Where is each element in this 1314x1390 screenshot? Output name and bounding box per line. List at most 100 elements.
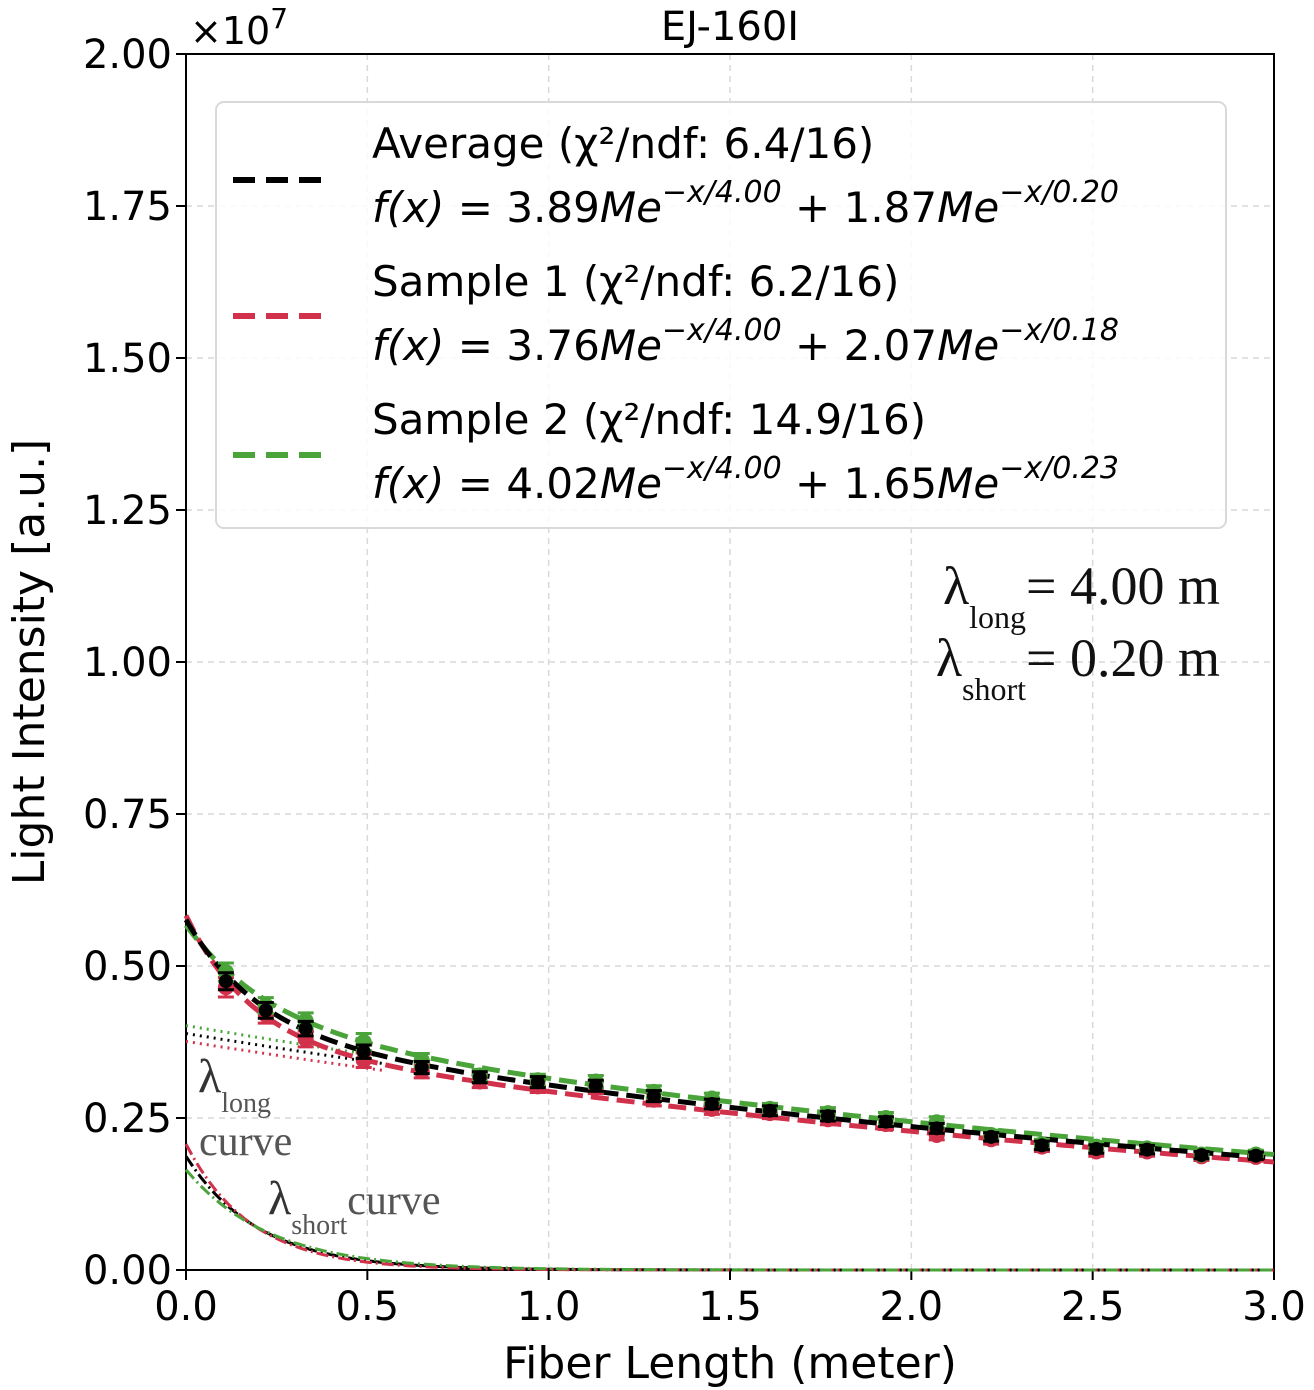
data-point-average <box>218 974 233 989</box>
lambda-short-subscript: short <box>962 671 1026 707</box>
component-curves <box>184 1024 1274 1272</box>
formula-exp2: −x/0.20 <box>999 175 1119 210</box>
data-point-average <box>588 1078 603 1093</box>
lambda-long-value: = 4.00 m <box>1026 556 1220 616</box>
long-component-average <box>185 1032 386 1066</box>
x-axis-label: Fiber Length (meter) <box>503 1338 957 1389</box>
formula-unit2: Me <box>937 321 999 370</box>
legend-formula-average: f(x) = 3.89Me−x/4.00 + 1.87Me−x/0.20 <box>372 175 1119 232</box>
long-curve-label-word: curve <box>199 1119 292 1165</box>
y-axis: 0.00 0.25 0.50 0.75 1.00 1.25 1.50 1.75 2.00 <box>83 32 186 1294</box>
data-point-average <box>1089 1142 1104 1157</box>
formula-exp2: −x/0.18 <box>999 313 1119 348</box>
data-point-average <box>1034 1138 1049 1153</box>
formula-prefix: f(x) = <box>372 459 506 508</box>
attenuation-annotations: λlong= 4.00 m λshort= 0.20 m <box>936 556 1220 707</box>
data-point-average <box>1194 1148 1209 1163</box>
long-component-sample-2 <box>185 1024 386 1059</box>
formula-a1: 3.89 <box>506 183 600 232</box>
formula-a2: 1.65 <box>844 459 938 508</box>
formula-a2: 2.07 <box>844 321 938 370</box>
formula-a1: 3.76 <box>506 321 600 370</box>
data-points <box>217 961 1264 1165</box>
lambda-long-annotation: λlong= 4.00 m <box>943 556 1220 635</box>
y-offset-label: ×107 <box>190 2 288 53</box>
x-tick-label: 2.5 <box>1061 1284 1125 1330</box>
legend-formula-sample-2: f(x) = 4.02Me−x/4.00 + 1.65Me−x/0.23 <box>372 451 1119 508</box>
long-curve-label-symbol: λlong <box>198 1050 271 1119</box>
short-curve-word: curve <box>347 1178 440 1224</box>
formula-plus: + <box>782 321 844 370</box>
data-point-average <box>530 1075 545 1090</box>
data-point-average <box>820 1109 835 1124</box>
formula-unit1: Me <box>600 459 662 508</box>
y-tick-label: 0.75 <box>83 792 172 838</box>
lambda-short-value: = 0.20 m <box>1026 628 1220 688</box>
data-point-average <box>414 1060 429 1075</box>
lambda-symbol: λ <box>943 556 969 616</box>
x-tick-label: 0.0 <box>154 1284 218 1330</box>
formula-unit2: Me <box>937 183 999 232</box>
formula-unit2: Me <box>937 459 999 508</box>
formula-prefix: f(x) = <box>372 321 506 370</box>
formula-a2: 1.87 <box>844 183 938 232</box>
curve-labels: λlong curve λshortcurve <box>198 1050 441 1241</box>
formula-exp2: −x/0.23 <box>999 451 1119 486</box>
formula-a1: 4.02 <box>506 459 600 508</box>
y-tick-label: 2.00 <box>83 32 172 78</box>
data-point-average <box>929 1121 944 1136</box>
y-tick-label: 1.50 <box>83 336 172 382</box>
short-component-average <box>184 1155 1274 1272</box>
data-point-average <box>472 1070 487 1085</box>
lambda-long-subscript: long <box>969 599 1026 635</box>
chart-title: EJ-160I <box>661 4 799 50</box>
y-tick-label: 1.75 <box>83 184 172 230</box>
x-tick-label: 1.5 <box>698 1284 762 1330</box>
formula-exp1: −x/4.00 <box>662 451 782 486</box>
data-point-average <box>762 1103 777 1118</box>
short-component-sample-2 <box>184 1168 1274 1272</box>
y-tick-label: 0.25 <box>83 1096 172 1142</box>
data-point-average <box>1140 1142 1155 1157</box>
formula-exp1: −x/4.00 <box>662 313 782 348</box>
x-tick-label: 2.0 <box>880 1284 944 1330</box>
short-curve-label: λshortcurve <box>268 1172 441 1241</box>
data-point-average <box>878 1114 893 1129</box>
lambda-short-annotation: λshort= 0.20 m <box>936 628 1220 707</box>
y-axis-label: Light Intensity [a.u.] <box>4 439 55 885</box>
y-tick-label: 0.00 <box>83 1248 172 1294</box>
y-offset-base: ×10 <box>190 9 270 53</box>
long-curve-subscript: long <box>221 1088 271 1119</box>
long-component-sample-1 <box>185 1039 386 1073</box>
legend-label-sample-2: Sample 2 (χ²/ndf: 14.9/16) <box>372 395 926 444</box>
x-tick-label: 3.0 <box>1242 1284 1306 1330</box>
x-axis: 0.0 0.5 1.0 1.5 2.0 2.5 3.0 <box>154 1270 1306 1330</box>
x-tick-label: 0.5 <box>336 1284 400 1330</box>
formula-exp1: −x/4.00 <box>662 175 782 210</box>
formula-unit1: Me <box>600 321 662 370</box>
y-offset-exponent: 7 <box>270 2 288 35</box>
data-point-average <box>984 1129 999 1144</box>
legend-box <box>215 101 1227 529</box>
formula-prefix: f(x) = <box>372 183 506 232</box>
y-tick-label: 1.00 <box>83 640 172 686</box>
x-tick-label: 1.0 <box>517 1284 581 1330</box>
legend-label-average: Average (χ²/ndf: 6.4/16) <box>372 119 874 168</box>
data-point-average <box>646 1089 661 1104</box>
data-point-average <box>704 1097 719 1112</box>
y-tick-label: 1.25 <box>83 488 172 534</box>
y-tick-label: 0.50 <box>83 944 172 990</box>
formula-plus: + <box>782 459 844 508</box>
formula-plus: + <box>782 183 844 232</box>
legend: Average (χ²/ndf: 6.4/16) f(x) = 3.89Me−x… <box>215 101 1227 529</box>
data-point-average <box>258 1003 273 1018</box>
lambda-symbol: λ <box>936 628 962 688</box>
formula-unit1: Me <box>600 183 662 232</box>
short-curve-subscript: short <box>291 1210 347 1241</box>
data-point-average <box>356 1044 371 1059</box>
legend-formula-sample-1: f(x) = 3.76Me−x/4.00 + 2.07Me−x/0.18 <box>372 313 1119 370</box>
data-point-average <box>298 1021 313 1036</box>
legend-label-sample-1: Sample 1 (χ²/ndf: 6.2/16) <box>372 257 899 306</box>
data-point-average <box>1248 1148 1263 1163</box>
